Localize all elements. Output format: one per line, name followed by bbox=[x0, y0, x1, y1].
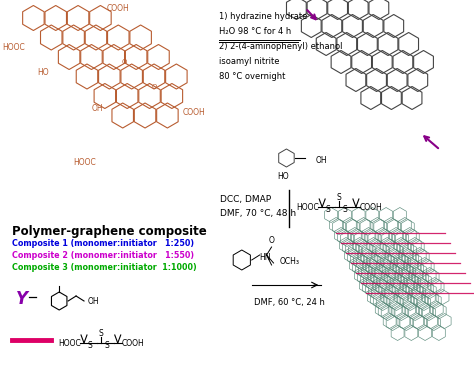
Text: HO: HO bbox=[37, 68, 49, 76]
Text: HOOC: HOOC bbox=[2, 42, 25, 52]
Text: H₂O 98 °C for 4 h: H₂O 98 °C for 4 h bbox=[219, 27, 291, 36]
Text: O: O bbox=[269, 235, 274, 245]
Text: O: O bbox=[122, 59, 128, 65]
Text: Polymer-graphene composite: Polymer-graphene composite bbox=[11, 225, 206, 238]
Text: S: S bbox=[99, 328, 103, 338]
Text: OH: OH bbox=[88, 297, 100, 307]
Text: isoamyl nitrite: isoamyl nitrite bbox=[219, 57, 280, 66]
Text: S: S bbox=[104, 341, 109, 349]
Text: DMF, 70 °C, 48 h: DMF, 70 °C, 48 h bbox=[220, 209, 296, 218]
Text: Composite 2 (monomer:initiator   1:550): Composite 2 (monomer:initiator 1:550) bbox=[11, 251, 194, 260]
Text: COOH: COOH bbox=[122, 338, 145, 348]
Text: 1) hydrazine hydrate: 1) hydrazine hydrate bbox=[219, 12, 307, 21]
Text: Composite 3 (monomer:initiator  1:1000): Composite 3 (monomer:initiator 1:1000) bbox=[11, 263, 196, 272]
Text: S: S bbox=[343, 204, 347, 214]
Text: COOH: COOH bbox=[183, 107, 206, 117]
Text: HOOC: HOOC bbox=[296, 203, 319, 211]
Text: HOOC: HOOC bbox=[73, 158, 96, 166]
Text: HN: HN bbox=[260, 254, 271, 262]
Text: COOH: COOH bbox=[106, 3, 129, 13]
Text: OCH₃: OCH₃ bbox=[280, 258, 300, 266]
Text: OH: OH bbox=[92, 103, 104, 113]
Text: DCC, DMAP: DCC, DMAP bbox=[220, 195, 271, 204]
Text: HOOC: HOOC bbox=[58, 338, 81, 348]
Text: Composite 1 (monomer:initiator   1:250): Composite 1 (monomer:initiator 1:250) bbox=[11, 239, 194, 248]
Text: S: S bbox=[88, 341, 92, 349]
Text: S: S bbox=[326, 204, 330, 214]
Text: O: O bbox=[152, 84, 157, 90]
Text: OH: OH bbox=[315, 155, 327, 165]
Text: S: S bbox=[337, 193, 341, 201]
Text: Y: Y bbox=[16, 290, 27, 308]
Text: 2) 2-(4-aminophenyl) ethanol: 2) 2-(4-aminophenyl) ethanol bbox=[219, 42, 343, 51]
Text: DMF, 60 °C, 24 h: DMF, 60 °C, 24 h bbox=[254, 298, 325, 307]
Text: HO: HO bbox=[278, 172, 289, 181]
Text: COOH: COOH bbox=[360, 203, 383, 211]
Text: 80 °C overnight: 80 °C overnight bbox=[219, 72, 285, 81]
